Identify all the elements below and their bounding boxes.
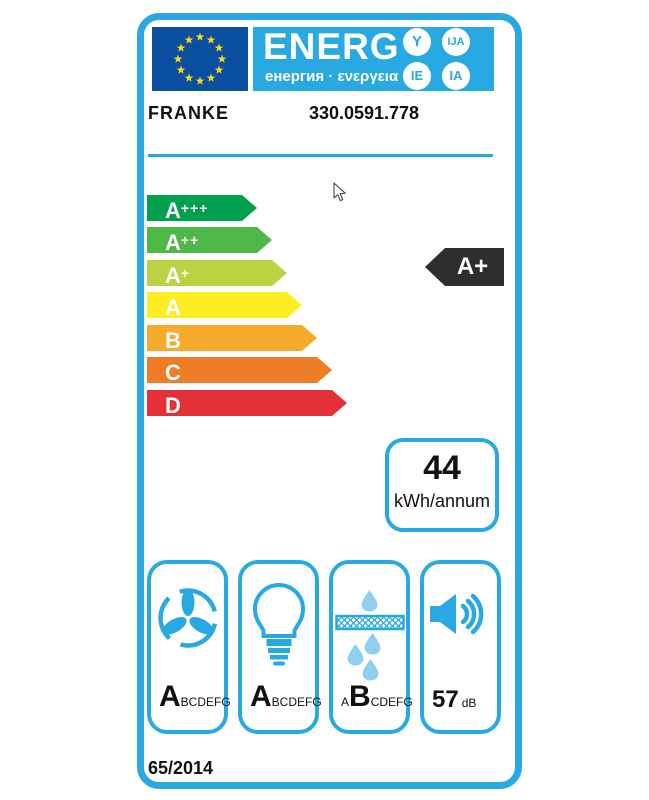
language-badge-ija: IJA <box>442 28 470 56</box>
grease-filtering-box: ABCDEFG <box>329 560 413 734</box>
energy-consumption-unit: kWh/annum <box>393 491 491 511</box>
scale-suffix: ++ <box>180 232 200 248</box>
scale-arrow-a-plus3: A+++ <box>147 195 257 221</box>
lighting-grade-letter: A <box>250 680 272 713</box>
eu-flag <box>152 27 248 91</box>
energy-consumption-value: 44 <box>423 449 461 487</box>
language-badge-y: Y <box>403 28 431 56</box>
scale-arrow-a: A <box>147 292 302 318</box>
scale-letter: A <box>165 198 181 223</box>
scale-letter: A <box>165 295 181 320</box>
lighting-efficiency-box: ABCDEFG <box>238 560 322 734</box>
language-badge-ia: IA <box>442 62 470 90</box>
speaker-icon <box>429 593 483 635</box>
scale-letter: A <box>165 230 181 255</box>
energy-label: ENERG енергия · ενεργεια Y IJA IE IA FRA… <box>137 13 522 789</box>
scale-arrow-b: B <box>147 325 317 351</box>
noise-value: 57 dB <box>432 686 476 714</box>
grease-grade-scale: CDEFG <box>370 695 413 709</box>
fan-grade-letter: A <box>159 680 181 713</box>
scale-suffix: + <box>180 265 191 281</box>
scale-letter: A <box>165 263 181 288</box>
lightbulb-icon <box>252 583 305 666</box>
grease-grade-pre: A <box>341 695 350 709</box>
brand-name: FRANKE <box>148 103 229 123</box>
grease-grade: ABCDEFG <box>341 680 413 714</box>
mouse-cursor-icon <box>333 182 346 202</box>
eu-stars-icon <box>173 32 227 85</box>
scale-arrow-a-plus2: A++ <box>147 227 272 253</box>
energ-logo-text: ENERG <box>263 26 400 67</box>
scale-letter: B <box>165 328 181 353</box>
lighting-grade: ABCDEFG <box>250 680 322 714</box>
fan-grade-scale: BCDEFG <box>180 695 231 709</box>
grease-filter-icon <box>334 590 405 681</box>
noise-box: 57 dB <box>420 560 501 734</box>
header-divider <box>148 154 493 157</box>
grease-grade-letter: B <box>349 680 371 713</box>
scale-arrow-c: C <box>147 357 332 383</box>
model-number: 330.0591.778 <box>308 103 420 123</box>
fan-efficiency-box: ABCDEFG <box>147 560 231 734</box>
lighting-grade-scale: BCDEFG <box>271 695 322 709</box>
noise-unit: dB <box>461 696 477 710</box>
energ-logo-subtext: енергия · ενεργεια <box>265 68 399 85</box>
fan-grade: ABCDEFG <box>159 680 231 714</box>
scale-letter: C <box>165 360 181 385</box>
scale-arrow-d: D <box>147 390 347 416</box>
scale-suffix: +++ <box>180 200 209 216</box>
fan-icon <box>157 588 218 648</box>
language-badge-ie: IE <box>403 62 431 90</box>
rating-indicator: A+ <box>425 248 504 286</box>
scale-arrow-a-plus: A+ <box>147 260 287 286</box>
energ-logo: ENERG енергия · ενεργεια Y IJA IE IA <box>253 26 494 91</box>
energy-consumption-box: 44 kWh/annum <box>385 438 499 532</box>
noise-number: 57 <box>432 686 459 713</box>
scale-letter: D <box>165 393 181 418</box>
regulation-reference: 65/2014 <box>148 758 214 778</box>
